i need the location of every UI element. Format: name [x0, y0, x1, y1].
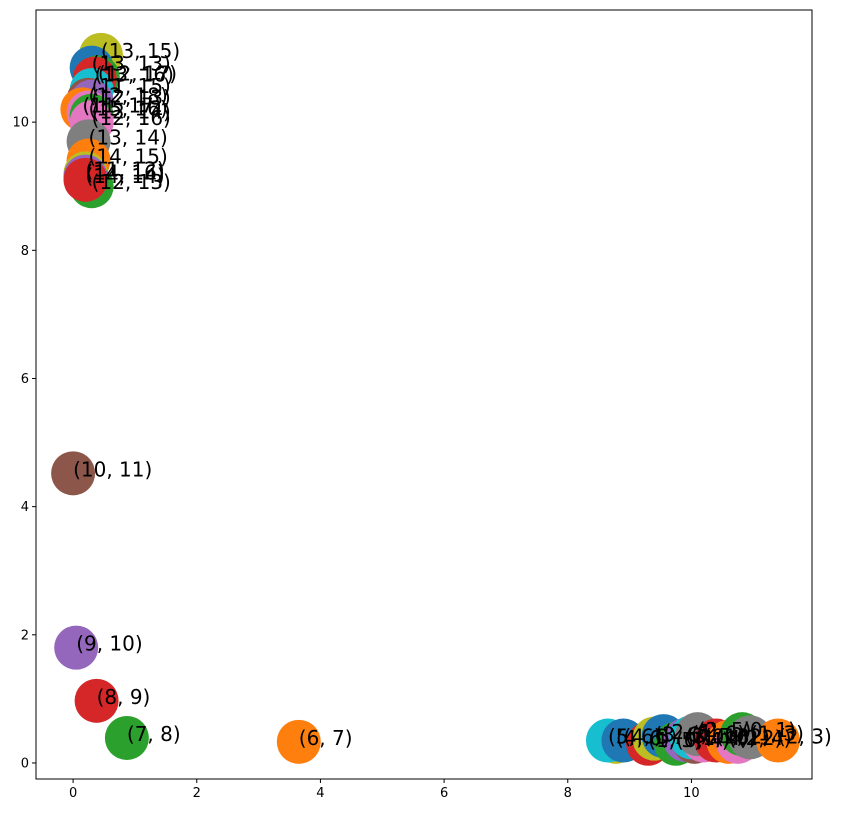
scatter-point [51, 451, 96, 496]
point-label: (6, 7) [299, 726, 353, 750]
x-tick-label: 4 [316, 786, 324, 801]
y-tick-label: 8 [21, 244, 29, 259]
scatter-point [755, 718, 800, 763]
point-label: (8, 9) [97, 685, 151, 709]
scatter-point [54, 625, 99, 670]
point-label: (4, 6) [616, 726, 670, 750]
point-label: (7, 8) [127, 722, 181, 746]
point-label: (13, 14) [89, 125, 168, 149]
point-label: (0, 1) [742, 718, 796, 742]
plot-frame [35, 9, 813, 780]
scatter-point [104, 715, 149, 760]
point-label: (0, 2) [729, 726, 783, 750]
point-label: (12, 14) [92, 100, 171, 124]
x-tick-label: 6 [440, 786, 448, 801]
point-label: (5, 6) [608, 725, 662, 749]
point-label: (1, 6) [691, 721, 745, 745]
point-label: (0, 4) [676, 728, 730, 752]
x-tick-label: 10 [683, 786, 700, 801]
point-label: (15, 16) [89, 97, 168, 121]
point-label: (2, 6) [664, 720, 718, 744]
point-label: (14, 15) [89, 145, 168, 169]
x-tick-label: 0 [69, 786, 77, 801]
point-label: (12, 18) [89, 84, 168, 108]
point-label: (11, 12) [85, 157, 164, 181]
y-tick-label: 10 [12, 116, 29, 131]
point-label: (12, 17) [98, 61, 177, 85]
point-label: (13, 16) [95, 63, 174, 87]
point-label: (1, 4) [695, 726, 749, 750]
point-label: (14, 14) [85, 164, 164, 188]
scatter-point [74, 678, 119, 723]
plot-area-background [36, 10, 812, 779]
point-label: (12, 13) [92, 86, 171, 110]
point-label: (14, 16) [85, 161, 164, 185]
scatter-points [51, 32, 800, 766]
point-label: (13, 13) [92, 52, 171, 76]
axis-ticks: 0 2 4 6 8 10 0 2 4 6 8 10 [12, 116, 699, 801]
point-labels: (13, 15)(13, 13)(12, 17)(13, 16)(11, 15)… [73, 39, 832, 752]
y-tick-label: 2 [21, 628, 29, 643]
point-label: (4, 5) [623, 725, 677, 749]
point-label: (1, 2) [716, 725, 770, 749]
point-label: (2, 4) [738, 726, 792, 750]
point-label: (3, 6) [654, 723, 708, 747]
point-label: (12, 13) [92, 170, 171, 194]
point-label: (1, 5) [648, 728, 702, 752]
point-label: (11, 15) [92, 74, 171, 98]
point-label: (3, 5) [685, 724, 739, 748]
point-label: (12, 16) [92, 106, 171, 130]
point-label: (13, 15) [101, 39, 180, 63]
point-label: (1, 3) [750, 721, 804, 745]
scatter-point [276, 719, 321, 764]
x-tick-label: 8 [564, 786, 572, 801]
point-label: (9, 10) [76, 632, 143, 656]
y-tick-label: 6 [21, 372, 29, 387]
point-label: (10, 11) [73, 457, 152, 481]
point-label: (2, 5) [698, 718, 752, 742]
x-tick-label: 2 [193, 786, 201, 801]
y-tick-label: 0 [21, 756, 29, 771]
point-label: (2, 3) [778, 725, 832, 749]
scatter-point [63, 157, 108, 202]
y-tick-label: 4 [21, 500, 29, 515]
point-label: (0, 3) [704, 725, 758, 749]
point-label: (11, 17) [82, 93, 161, 117]
